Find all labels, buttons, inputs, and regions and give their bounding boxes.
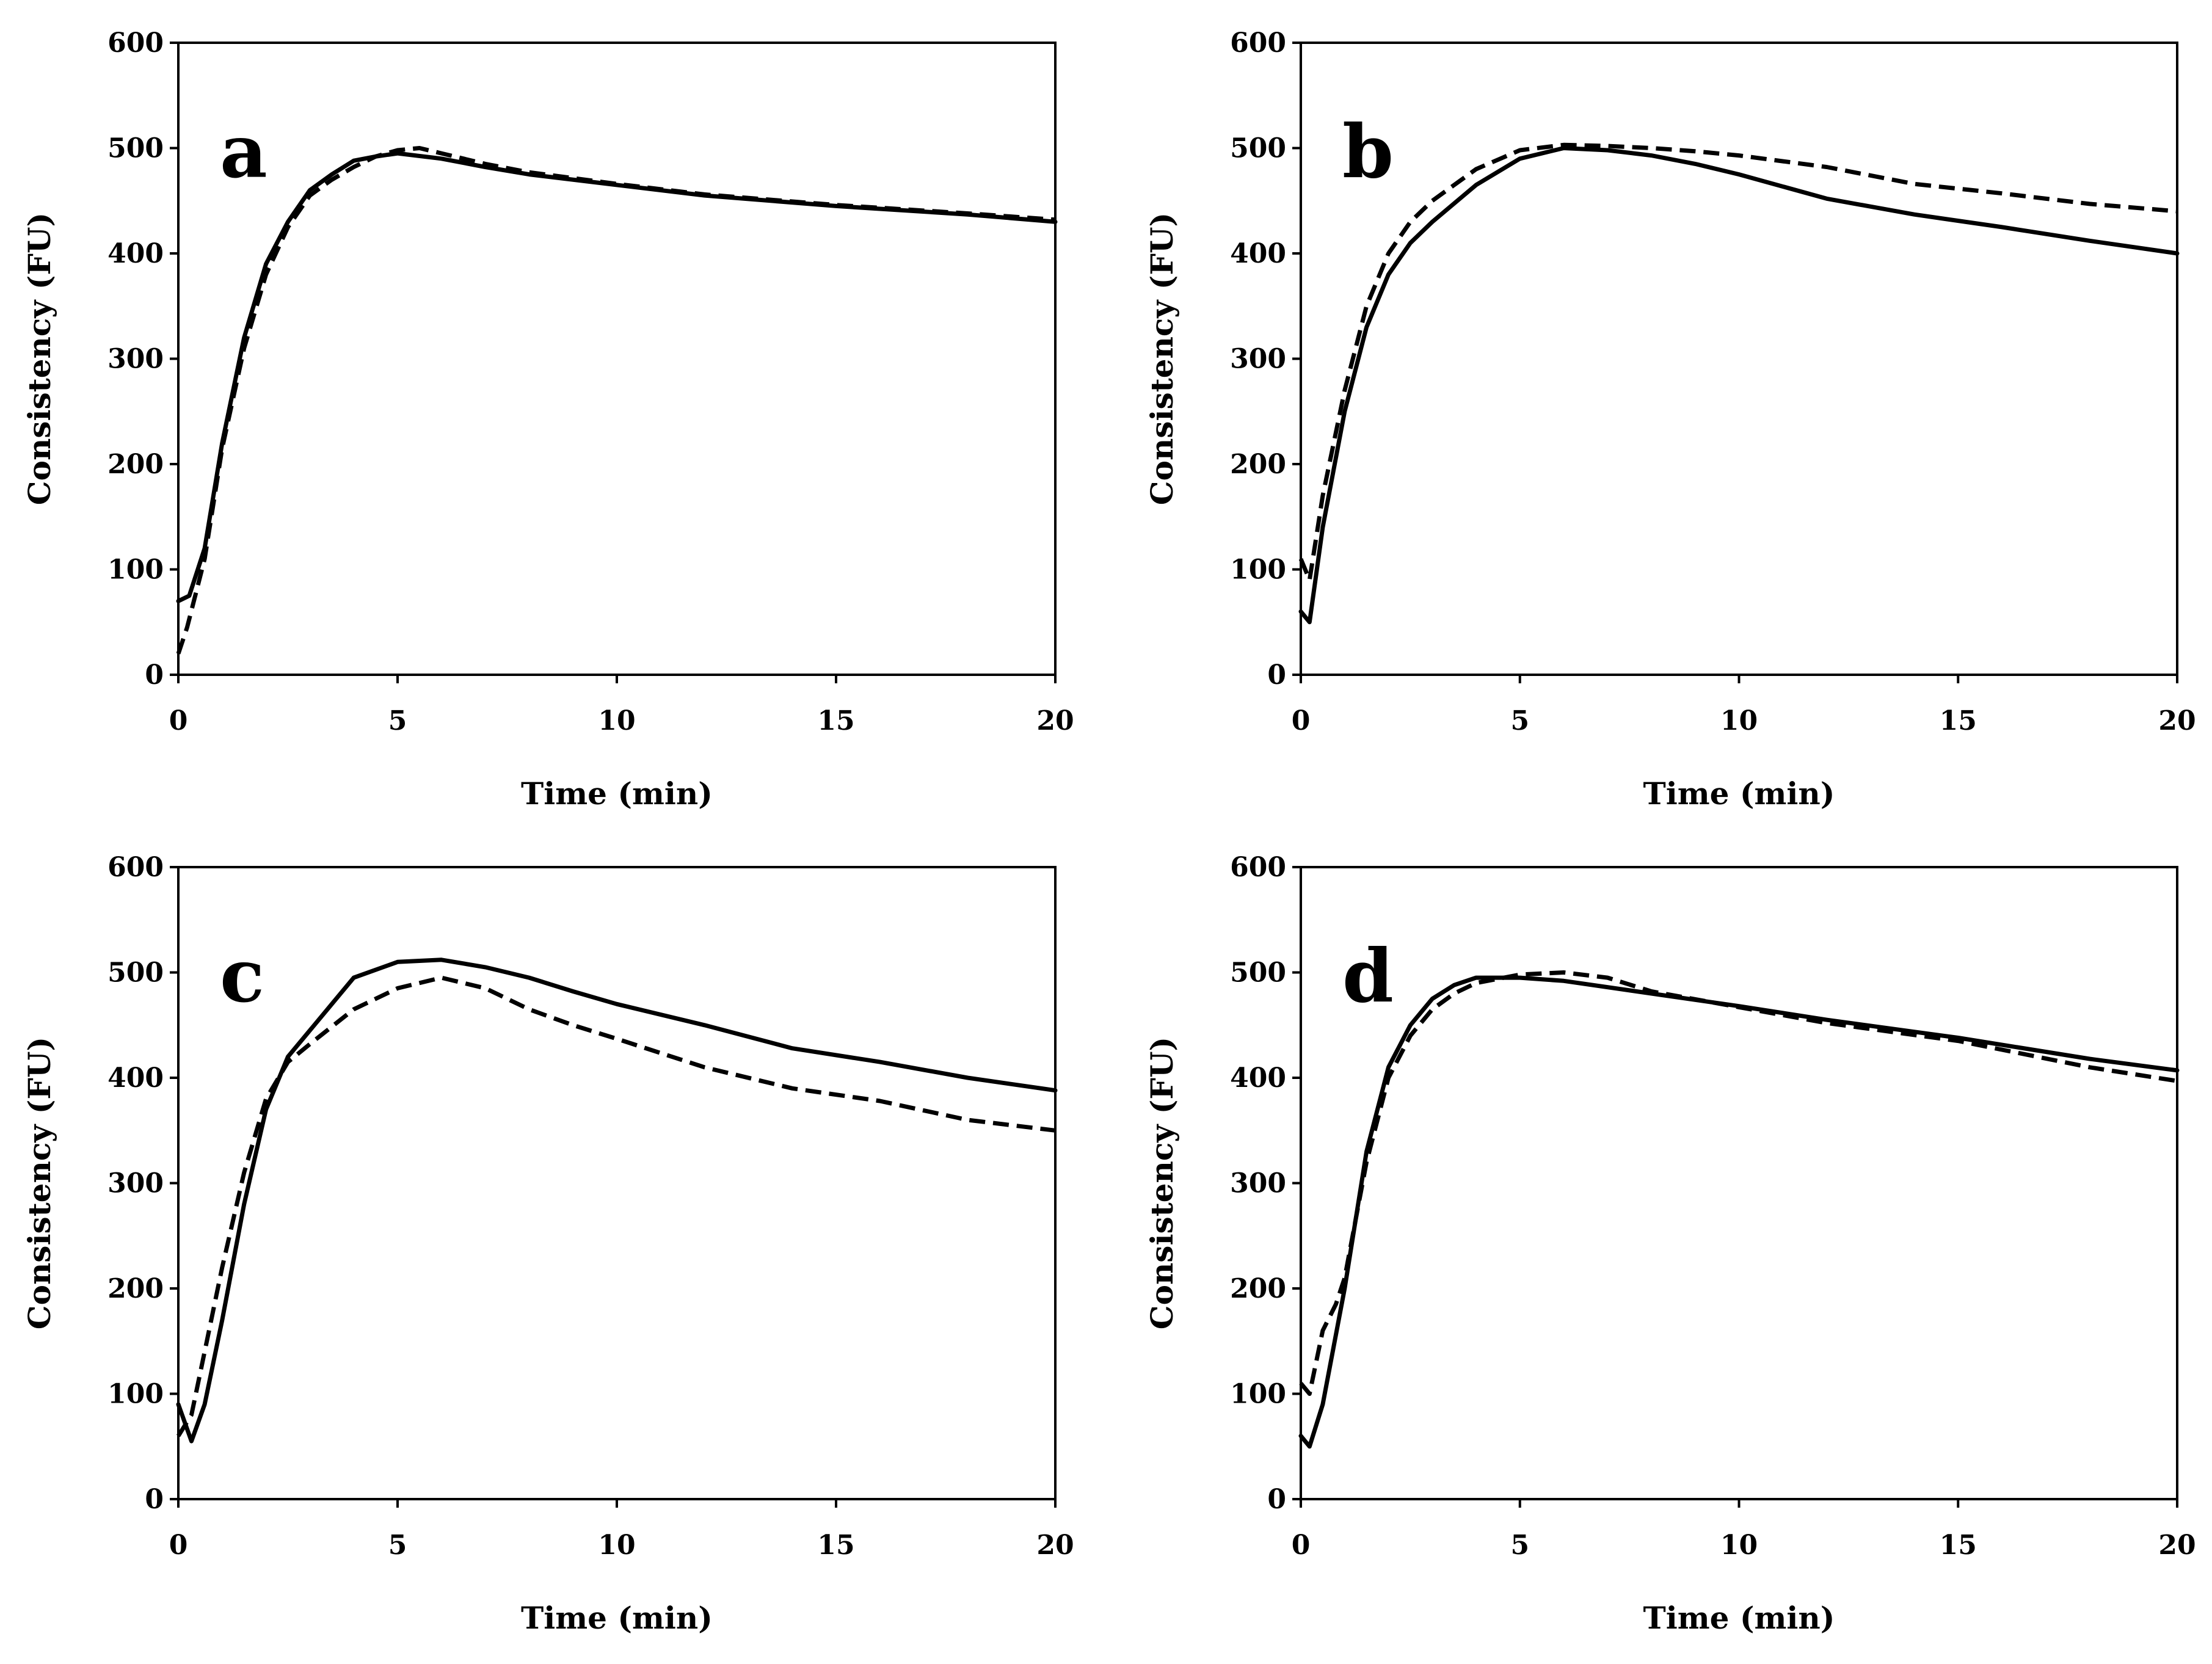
y-tick-label: 600: [1230, 27, 1286, 59]
y-tick-label: 100: [1230, 1379, 1286, 1410]
x-tick-label: 10: [598, 705, 635, 736]
x-tick-label: 0: [1292, 705, 1311, 736]
x-tick-label: 20: [1036, 705, 1074, 736]
y-tick-label: 600: [107, 27, 164, 59]
chart-panel-d: 0 100 200 300 400 500 600 0 5 10 15 20 Time (min) Con…: [1144, 852, 2196, 1636]
x-tick-label: 10: [1720, 705, 1758, 736]
y-tick-label: 100: [107, 554, 164, 586]
chart-panel-b: 0 100 200 300 400 500 600 0 5 10 15 20 Time (min) Con…: [1144, 27, 2196, 812]
panel-label: a: [220, 109, 267, 195]
y-axis-title: Consistency (FU): [21, 1037, 57, 1329]
y-tick-label: 500: [107, 957, 164, 989]
y-tick-label: 100: [1230, 554, 1286, 586]
x-tick-label: 5: [388, 1530, 407, 1561]
y-tick-label: 600: [1230, 852, 1286, 883]
y-tick-label: 200: [107, 1273, 164, 1304]
plot-frame: [1300, 42, 2178, 676]
x-tick-label: 20: [1036, 1530, 1074, 1561]
x-tick-label: 15: [1940, 705, 1977, 736]
y-tick-label: 400: [1230, 1063, 1286, 1094]
series-line-dashed: [176, 975, 1056, 1437]
series-line-solid: [1298, 975, 2180, 1449]
x-tick-label: 10: [598, 1530, 635, 1561]
y-tick-label: 200: [1230, 449, 1286, 480]
y-tick-label: 400: [107, 1063, 164, 1094]
y-tick-label: 200: [107, 449, 164, 480]
x-tick-label: 15: [817, 705, 854, 736]
plot-frame: [177, 42, 1057, 676]
x-tick-label: 0: [169, 1530, 188, 1561]
plot-frame: [177, 866, 1057, 1500]
panel-label: c: [220, 933, 264, 1019]
x-axis-title: Time (min): [1643, 1600, 1835, 1636]
chart-panel-c: 0 100 200 300 400 500 600 0 5 10 15 20 Time (min) Con…: [21, 852, 1074, 1636]
x-tick-label: 15: [817, 1530, 854, 1561]
y-tick-label: 400: [1230, 238, 1286, 269]
x-axis-title: Time (min): [521, 776, 713, 812]
x-tick-label: 5: [388, 705, 407, 736]
x-tick-label: 10: [1720, 1530, 1758, 1561]
y-tick-label: 500: [1230, 133, 1286, 164]
series-line-solid: [176, 957, 1058, 1444]
y-tick-label: 0: [145, 659, 164, 691]
y-tick-label: 200: [1230, 1273, 1286, 1304]
y-tick-label: 500: [1230, 957, 1286, 989]
panel-label: d: [1342, 933, 1394, 1019]
y-tick-label: 400: [107, 238, 164, 269]
series-line-dashed: [1299, 970, 2178, 1396]
y-tick-label: 600: [107, 852, 164, 883]
x-tick-label: 0: [1292, 1530, 1311, 1561]
panel-label: b: [1342, 109, 1394, 195]
plot-frame: [1300, 866, 2178, 1500]
y-axis-title: Consistency (FU): [1144, 1037, 1180, 1329]
x-axis-title: Time (min): [521, 1600, 713, 1636]
y-tick-label: 300: [1230, 344, 1286, 375]
x-tick-label: 20: [2158, 705, 2196, 736]
series-line-dashed: [176, 146, 1056, 655]
series-line-solid: [1298, 146, 2180, 625]
series-line-solid: [176, 151, 1058, 603]
x-tick-label: 15: [1940, 1530, 1977, 1561]
x-tick-label: 20: [2158, 1530, 2196, 1561]
y-tick-label: 300: [1230, 1168, 1286, 1199]
y-tick-label: 100: [107, 1379, 164, 1410]
series-line-dashed: [1298, 142, 2178, 583]
x-tick-label: 0: [169, 705, 188, 736]
y-tick-label: 500: [107, 133, 164, 164]
y-tick-label: 0: [1267, 659, 1286, 691]
x-axis-title: Time (min): [1643, 776, 1835, 812]
y-axis-title: Consistency (FU): [1144, 213, 1180, 505]
chart-panel-a: 0 100 200 300 400 500 600 0 5 10 15 20 Time (min) Con…: [21, 27, 1074, 812]
y-axis-title: Consistency (FU): [21, 213, 57, 505]
y-tick-label: 0: [1267, 1484, 1286, 1515]
y-tick-label: 0: [145, 1484, 164, 1515]
x-tick-label: 5: [1510, 1530, 1529, 1561]
y-tick-label: 300: [107, 1168, 164, 1199]
y-tick-label: 300: [107, 344, 164, 375]
x-tick-label: 5: [1510, 705, 1529, 736]
